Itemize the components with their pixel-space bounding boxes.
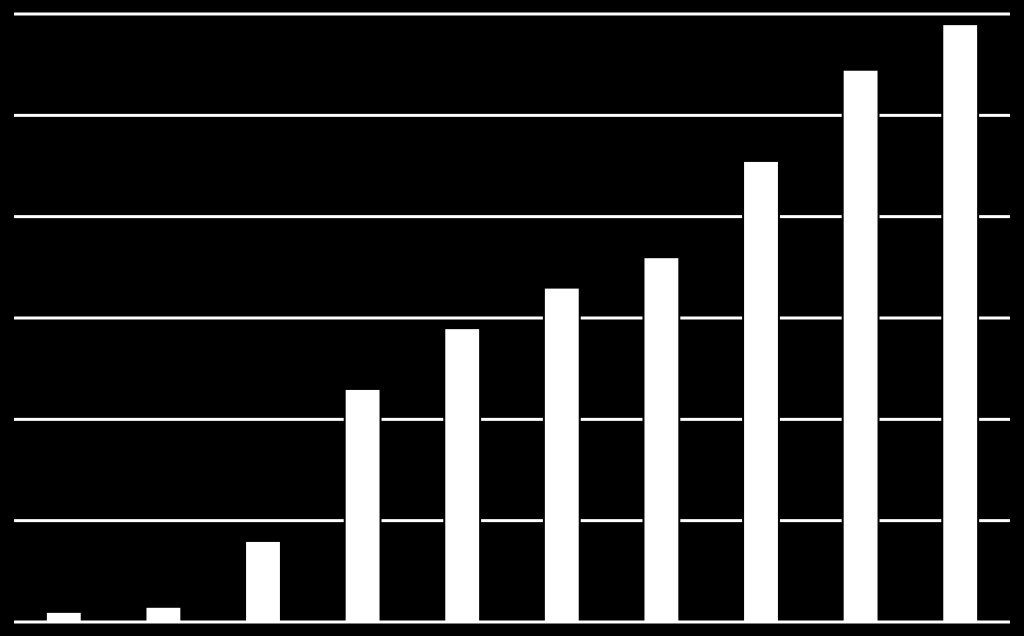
bar bbox=[643, 257, 679, 622]
chart-svg bbox=[0, 0, 1024, 636]
bar bbox=[145, 607, 181, 622]
bar bbox=[743, 161, 779, 622]
bar bbox=[942, 24, 978, 622]
bar bbox=[843, 70, 879, 622]
bar bbox=[544, 288, 580, 622]
bar bbox=[245, 541, 281, 622]
bar bbox=[345, 389, 381, 622]
bar-chart bbox=[0, 0, 1024, 636]
bar bbox=[444, 328, 480, 622]
bar bbox=[46, 612, 82, 622]
